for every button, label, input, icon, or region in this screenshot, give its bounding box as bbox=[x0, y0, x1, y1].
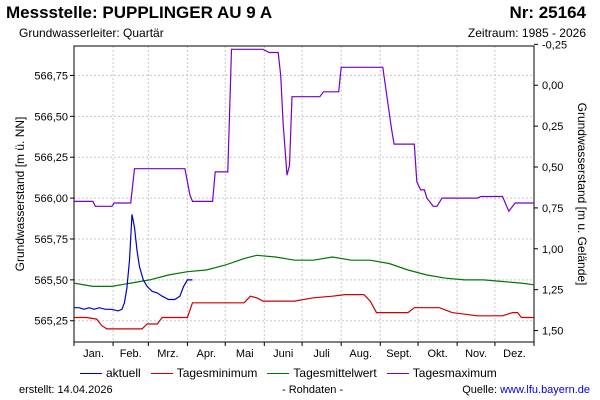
y-tick-label: 566,50 bbox=[34, 111, 68, 123]
plot-frame bbox=[73, 45, 535, 343]
aquifer-label: Grundwasserleiter: Quartär bbox=[19, 26, 164, 40]
y2-tick-label: -0,25 bbox=[542, 39, 567, 51]
chart-legend: aktuell Tagesminimum Tagesmittelwert Tag… bbox=[80, 366, 507, 380]
created-date: erstellt: 14.04.2026 bbox=[19, 384, 113, 396]
y-tick-label: 566,00 bbox=[34, 193, 68, 205]
x-tick-label: Sept. bbox=[386, 348, 412, 360]
period-label: Zeitraum: 1985 - 2026 bbox=[467, 26, 586, 40]
series-layer bbox=[73, 48, 535, 330]
y2-tick-label: 1,25 bbox=[542, 285, 563, 297]
x-tick-label: Okt. bbox=[428, 348, 448, 360]
x-tick-label: Mai bbox=[236, 348, 254, 360]
y2-tick-label: 0,00 bbox=[542, 80, 563, 92]
y2-tick-label: 0,50 bbox=[542, 162, 563, 174]
source-link[interactable]: www.lfu.bayern.de bbox=[500, 384, 590, 396]
x-tick-label: Juli bbox=[313, 348, 330, 360]
x-tick-label: Nov. bbox=[465, 348, 487, 360]
y-tick-label: 566,75 bbox=[34, 70, 68, 82]
y-axis-label: Grundwasserstand [m ü. NN] bbox=[13, 117, 27, 272]
source-note: Quelle: www.lfu.bayern.de bbox=[462, 384, 590, 396]
y2-tick-label: 1,50 bbox=[542, 326, 563, 338]
x-tick-label: Jan. bbox=[83, 348, 104, 360]
legend-label-tagesmaximum: Tagesmaximum bbox=[412, 366, 497, 380]
x-axis: Jan. Feb. Mrz. Apr. Mai Juni Juli Aug. Sept. Okt.… bbox=[73, 342, 535, 360]
series-line-tagesmaximum bbox=[74, 48, 534, 213]
y-tick-label: 565,25 bbox=[34, 316, 68, 328]
legend-swatch-tagesminimum bbox=[150, 372, 173, 374]
raw-data-note: - Rohdaten - bbox=[282, 384, 344, 396]
y-tick-label: 565,75 bbox=[34, 234, 68, 246]
legend-item-tagesmittelwert: Tagesmittelwert bbox=[267, 366, 377, 380]
x-tick-label: Feb. bbox=[120, 348, 142, 360]
legend-item-tagesmaximum: Tagesmaximum bbox=[386, 366, 497, 380]
legend-item-aktuell: aktuell bbox=[80, 366, 141, 380]
x-tick-label: Aug. bbox=[349, 348, 372, 360]
station-title: Messstelle: PUPPLINGER AU 9 A bbox=[6, 3, 273, 22]
legend-swatch-tagesmittelwert bbox=[267, 372, 290, 374]
y-axis-left: 565,25 565,50 565,75 566,00 566,25 566,50 566,… bbox=[34, 70, 74, 328]
legend-swatch-tagesmaximum bbox=[386, 372, 409, 374]
y-tick-label: 565,50 bbox=[34, 275, 68, 287]
y-tick-label: 566,25 bbox=[34, 152, 68, 164]
station-number: Nr: 25164 bbox=[509, 3, 586, 22]
legend-item-tagesminimum: Tagesminimum bbox=[150, 366, 258, 380]
y2-tick-label: 0,75 bbox=[542, 203, 563, 215]
source-label: Quelle: bbox=[462, 384, 501, 396]
series-line-tagesmittelwert bbox=[73, 254, 535, 287]
y2-tick-label: 1,00 bbox=[542, 244, 563, 256]
x-tick-label: Apr. bbox=[197, 348, 217, 360]
x-tick-label: Juni bbox=[273, 348, 293, 360]
x-tick-label: Mrz. bbox=[157, 348, 178, 360]
chart-grid bbox=[74, 46, 534, 342]
legend-label-tagesmittelwert: Tagesmittelwert bbox=[293, 366, 377, 380]
legend-swatch-aktuell bbox=[80, 372, 102, 374]
series-line-tagesminimum bbox=[74, 294, 534, 330]
y-axis-right: -0,25 0,00 0,25 0,50 0,75 1,00 1,25 1,50 bbox=[534, 39, 567, 338]
y2-axis-label: Grundwasserstand [m u. Gelände] bbox=[575, 103, 589, 286]
series-line-aktuell bbox=[74, 214, 193, 312]
y2-tick-label: 0,25 bbox=[542, 121, 563, 133]
x-tick-label: Dez. bbox=[503, 348, 526, 360]
legend-label-aktuell: aktuell bbox=[106, 366, 141, 380]
legend-label-tagesminimum: Tagesminimum bbox=[176, 366, 258, 380]
